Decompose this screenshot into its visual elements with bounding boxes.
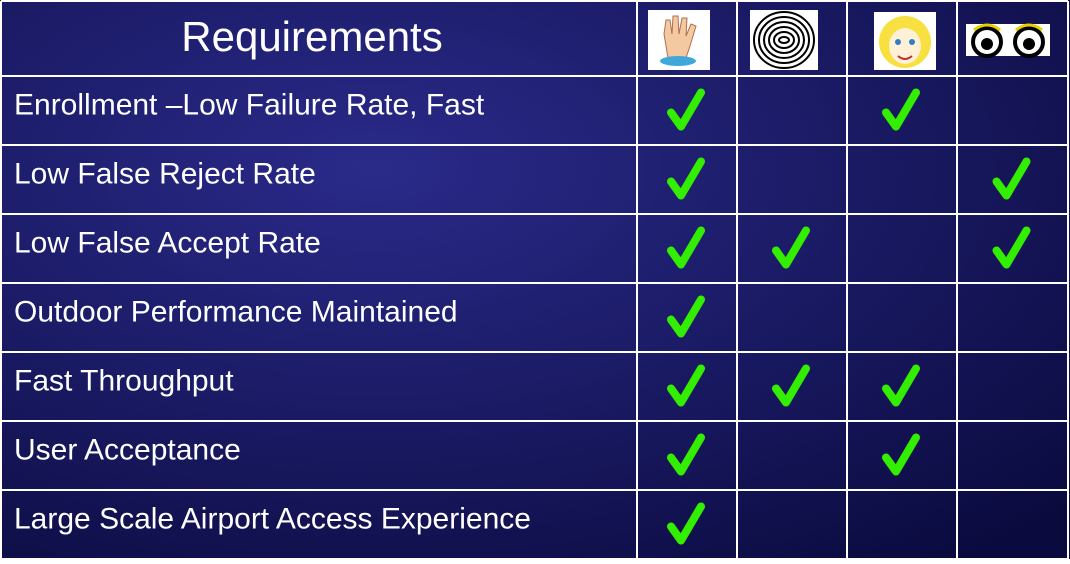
row-label: Low False Reject Rate xyxy=(14,157,316,190)
check-mark xyxy=(772,226,810,269)
row-label: User Acceptance xyxy=(14,433,241,466)
check-mark xyxy=(992,157,1031,200)
row-label: Outdoor Performance Maintained xyxy=(14,295,458,328)
face-icon xyxy=(874,12,936,70)
check-mark xyxy=(667,88,705,131)
check-mark xyxy=(772,364,810,407)
row-label: Low False Accept Rate xyxy=(14,226,321,259)
check-mark xyxy=(667,502,705,545)
row-label: Enrollment –Low Failure Rate, Fast xyxy=(14,88,485,121)
check-mark xyxy=(667,157,705,200)
check-mark xyxy=(882,433,920,476)
check-mark xyxy=(667,433,705,476)
check-mark xyxy=(667,226,705,269)
row-label: Fast Throughput xyxy=(14,364,234,397)
row-label: Large Scale Airport Access Experience xyxy=(14,502,531,535)
check-mark xyxy=(882,88,920,131)
check-mark xyxy=(882,364,920,407)
check-mark xyxy=(667,295,705,338)
check-mark xyxy=(667,364,705,407)
fingerprint-icon xyxy=(750,10,818,70)
eyes-icon xyxy=(966,23,1050,58)
header-title: Requirements xyxy=(181,13,442,60)
hand-icon xyxy=(648,10,710,70)
check-mark xyxy=(992,226,1031,269)
